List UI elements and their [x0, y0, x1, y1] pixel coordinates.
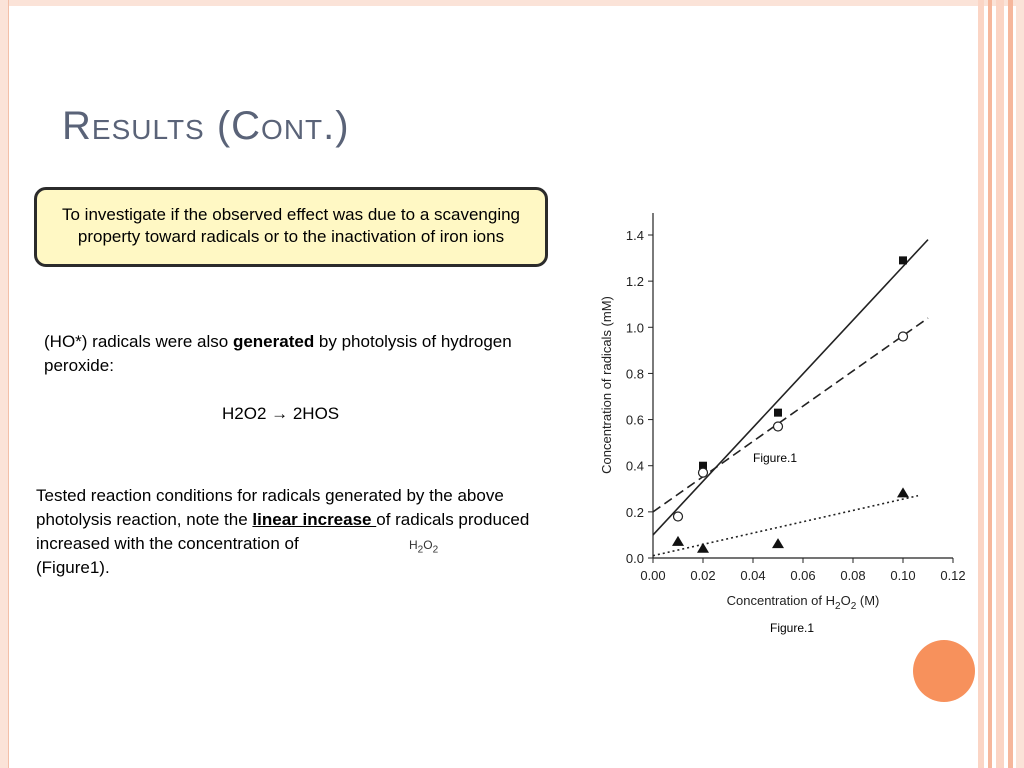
data-point-triangle: [897, 487, 909, 498]
x-tick-label: 0.00: [640, 568, 665, 583]
para2-text-end: (Figure1).: [36, 558, 110, 577]
x-tick-label: 0.10: [890, 568, 915, 583]
data-point-circle: [772, 421, 784, 432]
frame-left-band: [0, 0, 9, 768]
fit-line-solid: [652, 239, 929, 536]
photolysis-equation: H2O2 → 2HOS: [222, 404, 340, 423]
data-point-circle: [672, 511, 684, 522]
y-axis-label: Concentration of radicals (mM): [599, 296, 614, 474]
figure-caption: Figure.1: [770, 621, 815, 635]
right-stripe: [978, 0, 984, 768]
generation-paragraph: (HO*) radicals were also generated by ph…: [44, 330, 524, 378]
para2-text: Tested reaction conditions for radicals …: [36, 486, 504, 529]
figure-inner-caption: Figure.1: [753, 451, 798, 465]
slide-title: Results (Cont.): [62, 104, 350, 148]
radical-concentration-chart: Concentration of radicals (mM) Concentra…: [599, 213, 966, 612]
data-point-square: [774, 408, 782, 417]
y-tick-label: 0.2: [626, 505, 644, 520]
data-point-circle: [897, 331, 909, 342]
para1-text: (HO*) radicals were also: [44, 332, 233, 351]
para1-bold-term: generated: [232, 332, 315, 351]
objective-callout: To investigate if the observed effect wa…: [34, 187, 548, 267]
data-point-square: [899, 256, 907, 265]
x-tick-label: 0.04: [740, 568, 765, 583]
para2-text-mid: of radicals produced increased with the …: [36, 510, 530, 553]
para1-text-end: by photolysis of hydrogen peroxide:: [44, 332, 512, 375]
results-paragraph: Tested reaction conditions for radicals …: [36, 484, 536, 580]
y-tick-label: 0.6: [626, 413, 644, 428]
y-tick-label: 0.4: [626, 459, 644, 474]
data-point-circle: [697, 467, 709, 478]
orange-circle-decoration: [913, 640, 975, 702]
y-tick-label: 1.2: [626, 274, 644, 289]
fit-line-dotted: [652, 494, 919, 557]
right-stripe: [1008, 0, 1013, 768]
right-stripe: [988, 0, 992, 768]
linear-increase-emphasis: linear increase: [252, 510, 377, 529]
right-stripe: [1016, 0, 1024, 768]
x-tick-label: 0.06: [790, 568, 815, 583]
x-tick-label: 0.02: [690, 568, 715, 583]
right-stripe: [996, 0, 1004, 768]
y-tick-label: 0.0: [626, 551, 644, 566]
data-point-square: [699, 461, 707, 470]
fit-line-dashed: [652, 317, 929, 513]
data-point-triangle: [772, 538, 784, 549]
y-tick-label: 1.0: [626, 320, 644, 335]
y-tick-label: 1.4: [626, 228, 644, 243]
h2o2-formula-overlay: H2O2: [408, 538, 440, 556]
y-tick-label: 0.8: [626, 366, 644, 381]
x-axis-label: Concentration of H2O2 (M): [727, 593, 880, 612]
data-point-triangle: [672, 535, 684, 546]
x-tick-label: 0.08: [840, 568, 865, 583]
x-tick-label: 0.12: [940, 568, 965, 583]
frame-top-band: [0, 0, 1024, 6]
data-point-triangle: [697, 542, 709, 553]
